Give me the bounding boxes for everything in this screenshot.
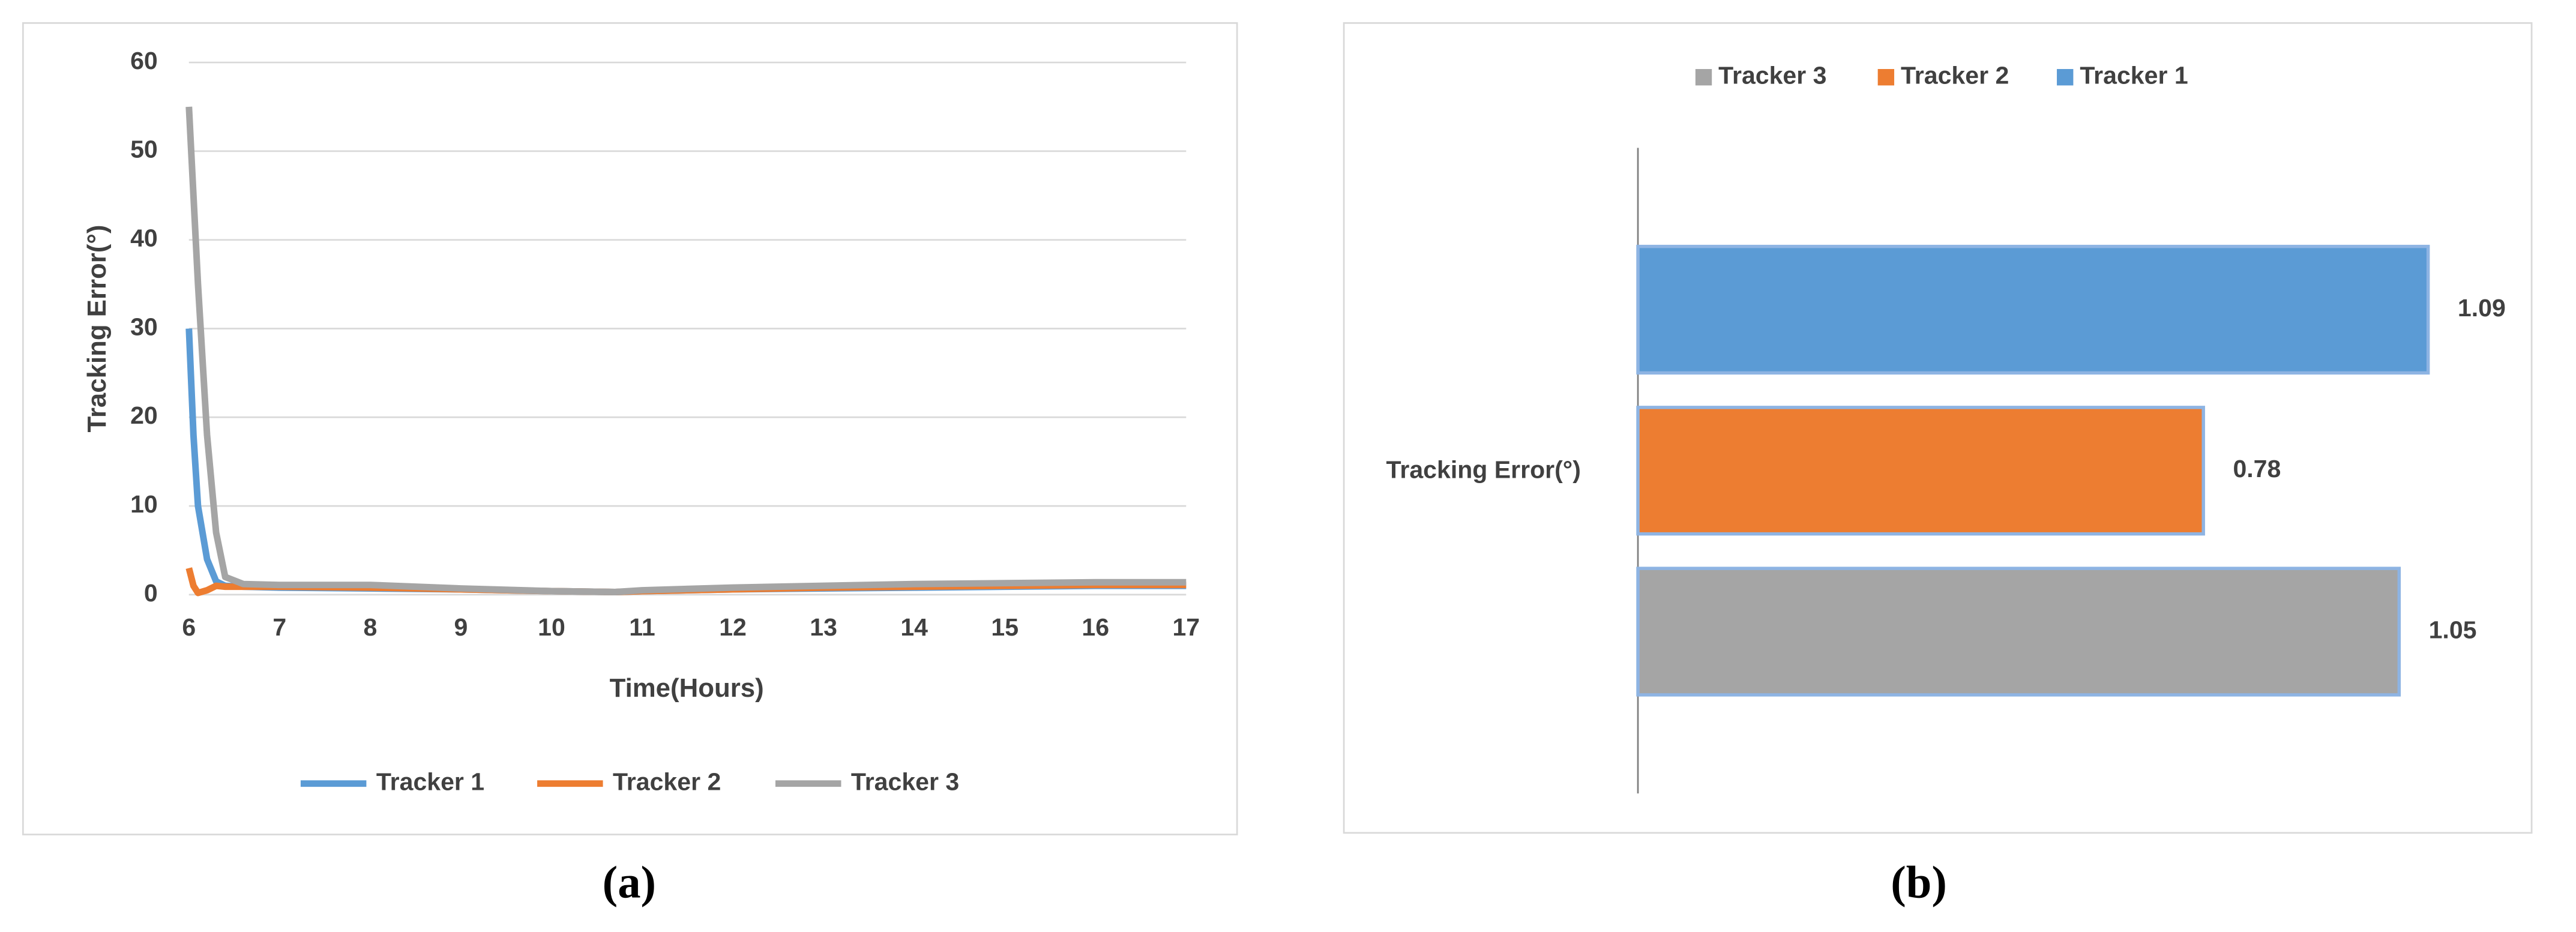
legend-label: Tracker 2 bbox=[613, 768, 721, 796]
data-label: 1.05 bbox=[2429, 616, 2477, 643]
y-tick-label: 20 bbox=[130, 401, 158, 429]
legend-label: Tracker 3 bbox=[1718, 62, 1826, 89]
data-label: 0.78 bbox=[2233, 455, 2281, 483]
y-tick-label: 40 bbox=[130, 224, 158, 252]
x-axis-title: Time(Hours) bbox=[610, 673, 764, 703]
x-tick-label: 8 bbox=[363, 613, 377, 641]
legend-swatch bbox=[1877, 69, 1895, 86]
y-tick-label: Tracking Error(°) bbox=[1386, 455, 1581, 483]
data-label: 1.09 bbox=[2458, 294, 2506, 322]
y-tick-label: 0 bbox=[144, 579, 158, 607]
legend-label: Tracker 3 bbox=[851, 768, 959, 796]
x-tick-label: 10 bbox=[538, 613, 565, 641]
caption: (a) bbox=[603, 857, 656, 908]
x-tick-label: 7 bbox=[272, 613, 286, 641]
y-tick-label: 60 bbox=[130, 47, 158, 74]
y-axis-title: Tracking Error(°) bbox=[82, 225, 112, 433]
panel-a-frame bbox=[22, 22, 1238, 835]
x-tick-label: 11 bbox=[629, 613, 655, 641]
x-tick-label: 14 bbox=[900, 613, 928, 641]
x-tick-label: 16 bbox=[1082, 613, 1109, 641]
x-tick-label: 15 bbox=[991, 613, 1019, 641]
x-tick-label: 12 bbox=[719, 613, 747, 641]
x-tick-label: 6 bbox=[182, 613, 196, 641]
y-tick-label: 30 bbox=[130, 313, 158, 340]
legend-label: Tracker 2 bbox=[1901, 62, 2009, 89]
x-tick-label: 13 bbox=[810, 613, 837, 641]
bar bbox=[1636, 406, 2205, 536]
legend-swatch bbox=[2057, 69, 2074, 86]
y-tick-label: 50 bbox=[130, 136, 158, 163]
x-tick-label: 9 bbox=[454, 613, 468, 641]
bar bbox=[1636, 244, 2430, 375]
bar bbox=[1636, 567, 2401, 697]
legend-label: Tracker 1 bbox=[2080, 62, 2188, 89]
y-tick-label: 10 bbox=[130, 490, 158, 518]
legend-swatch bbox=[1695, 69, 1712, 86]
legend-label: Tracker 1 bbox=[376, 768, 484, 796]
x-tick-label: 17 bbox=[1172, 613, 1200, 641]
series-line bbox=[185, 106, 1187, 595]
caption: (b) bbox=[1891, 857, 1947, 908]
